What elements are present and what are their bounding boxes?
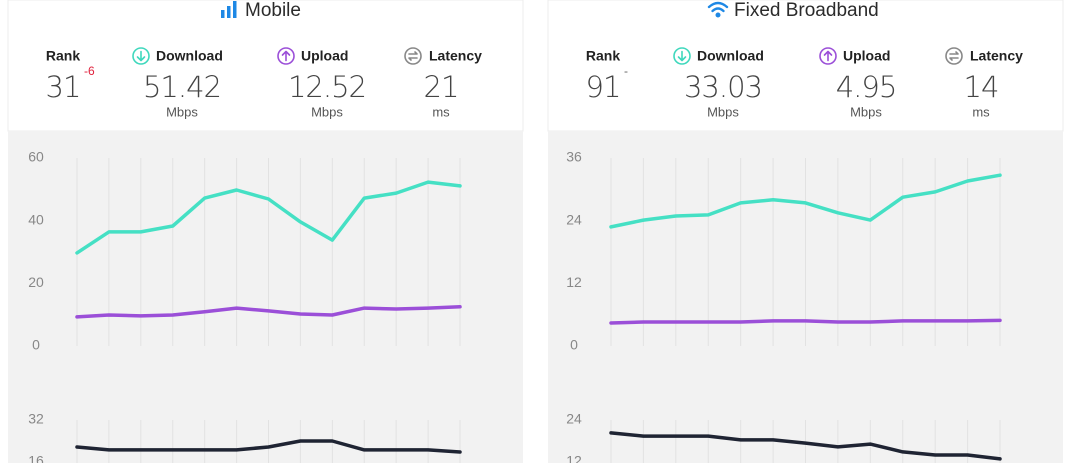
stat-label: Upload xyxy=(301,48,348,64)
card-header xyxy=(547,0,1064,132)
stat-value: 51.42 xyxy=(143,70,221,104)
series-line xyxy=(75,439,462,454)
card-body xyxy=(8,131,523,463)
stat-unit: Mbps xyxy=(707,104,739,119)
panel-title: Mobile xyxy=(245,0,301,21)
signal-icon xyxy=(221,1,237,18)
y-tick-label: 36 xyxy=(566,149,582,165)
stat-unit: Mbps xyxy=(166,104,198,119)
stat-value: 91 xyxy=(586,70,621,104)
y-tick-label: 40 xyxy=(28,211,44,227)
y-tick-label: 24 xyxy=(566,411,582,427)
stat-icons xyxy=(132,47,963,65)
y-tick-label: 60 xyxy=(28,149,44,165)
series-line xyxy=(75,305,462,319)
y-tick-label: 12 xyxy=(566,453,582,463)
stat-unit: Mbps xyxy=(311,104,343,119)
panel-title: Fixed Broadband xyxy=(734,0,879,21)
stat-value: 12.52 xyxy=(288,70,366,104)
y-tick-label: 32 xyxy=(28,411,44,427)
stat-unit: ms xyxy=(972,104,990,119)
y-tick-label: 16 xyxy=(28,453,44,463)
stat-value: 4.95 xyxy=(836,70,897,104)
stat-label: Rank xyxy=(46,48,80,64)
y-tick-label: 20 xyxy=(28,274,44,290)
stat-value: 31 xyxy=(46,70,81,104)
y-tick-label: 12 xyxy=(566,274,582,290)
card-header xyxy=(7,0,524,132)
stat-label: Rank xyxy=(586,48,620,64)
series-line xyxy=(609,173,1002,229)
series-line xyxy=(609,318,1002,325)
stat-label: Latency xyxy=(970,48,1023,64)
stat-label: Latency xyxy=(429,48,482,64)
stat-label: Download xyxy=(156,48,223,64)
series-line xyxy=(609,431,1002,461)
series-line xyxy=(75,180,462,255)
rank-change: - xyxy=(624,64,628,78)
stat-label: Download xyxy=(697,48,764,64)
stat-value: 33.03 xyxy=(684,70,762,104)
y-tick-label: 24 xyxy=(566,211,582,227)
stat-label: Upload xyxy=(843,48,890,64)
stat-value: 21 xyxy=(424,70,459,104)
y-tick-label: 0 xyxy=(32,337,40,353)
stat-unit: ms xyxy=(432,104,450,119)
stat-unit: Mbps xyxy=(850,104,882,119)
wifi-icon xyxy=(707,1,729,18)
rank-change: -6 xyxy=(84,64,95,78)
stat-value: 14 xyxy=(964,70,999,104)
y-tick-label: 0 xyxy=(570,337,578,353)
